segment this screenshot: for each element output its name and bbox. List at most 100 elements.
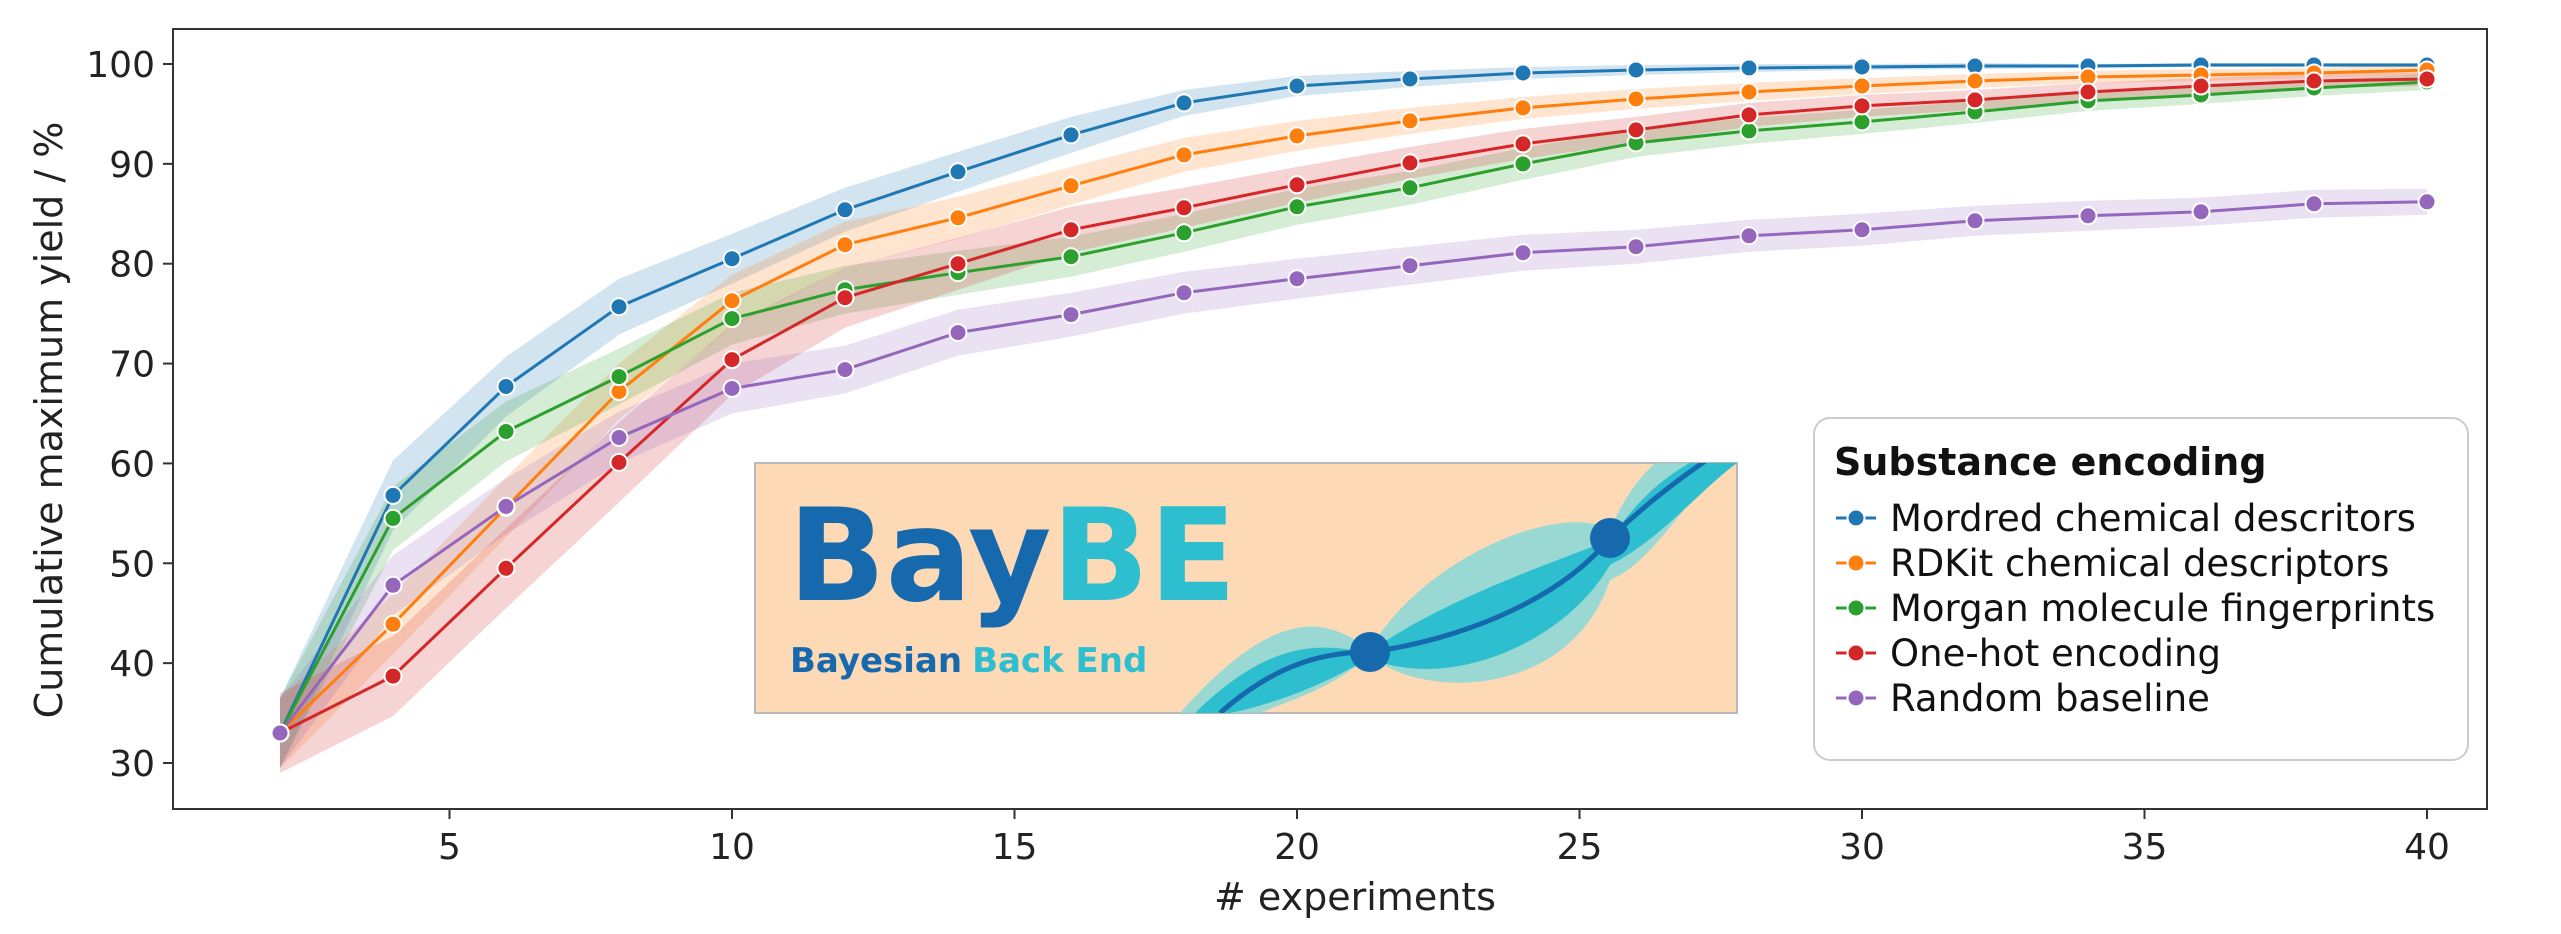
x-axis-label: # experiments bbox=[1214, 875, 1496, 919]
x-axis-ticks: 5 10 15 20 25 30 35 40 bbox=[438, 809, 2450, 868]
point-series-4-7 bbox=[1061, 305, 1081, 325]
line-series-1 bbox=[278, 68, 2428, 735]
legend-marker-1 bbox=[1846, 553, 1866, 573]
point-series-1-7 bbox=[1061, 176, 1081, 196]
legend-box bbox=[1813, 417, 2469, 761]
band-series-0 bbox=[280, 63, 2427, 768]
point-series-4-4 bbox=[722, 379, 742, 398]
logo-graphic bbox=[1180, 463, 1737, 713]
line-series-2 bbox=[278, 80, 2428, 734]
y-tick-label-80: 80 bbox=[109, 245, 155, 286]
legend-label-1: RDKit chemical descriptors bbox=[1890, 542, 2389, 585]
legend-label-4: Random baseline bbox=[1890, 677, 2210, 720]
point-series-1-1 bbox=[383, 614, 403, 634]
point-series-3-17 bbox=[2191, 76, 2211, 96]
y-tick-label-50: 50 bbox=[109, 544, 155, 585]
point-series-3-16 bbox=[2078, 82, 2098, 102]
point-series-0-4 bbox=[722, 249, 742, 269]
point-series-3-10 bbox=[1400, 153, 1420, 173]
point-series-1-14 bbox=[1852, 76, 1872, 96]
y-tick-label-100: 100 bbox=[86, 45, 155, 86]
point-series-3-12 bbox=[1626, 120, 1646, 140]
logo-subtitle-backend: Back End bbox=[972, 641, 1147, 681]
point-series-1-9 bbox=[1287, 126, 1307, 146]
point-series-1-12 bbox=[1626, 89, 1646, 109]
point-series-1-6 bbox=[948, 208, 968, 228]
point-series-4-19 bbox=[2417, 192, 2437, 212]
legend-marker-0 bbox=[1846, 508, 1866, 528]
line-series-0 bbox=[278, 63, 2427, 734]
x-tick-label-5: 5 bbox=[438, 827, 461, 868]
logo-subtitle-bayesian: Bayesian bbox=[790, 641, 962, 681]
point-series-1-15 bbox=[1965, 71, 1985, 91]
point-series-0-14 bbox=[1852, 57, 1872, 77]
line-series-3 bbox=[279, 77, 2428, 735]
point-series-1-10 bbox=[1400, 111, 1420, 131]
point-series-2-9 bbox=[1287, 197, 1307, 217]
point-series-0-8 bbox=[1174, 93, 1194, 113]
logo-node-1 bbox=[1350, 632, 1390, 672]
point-series-4-9 bbox=[1287, 269, 1307, 289]
point-series-3-14 bbox=[1852, 96, 1872, 116]
point-series-4-13 bbox=[1739, 226, 1759, 246]
data-points bbox=[270, 55, 2437, 743]
point-series-2-13 bbox=[1739, 121, 1759, 141]
point-series-3-9 bbox=[1287, 175, 1307, 195]
legend-marker-2 bbox=[1846, 598, 1866, 618]
plot-frame bbox=[172, 28, 2488, 810]
legend-marker-3 bbox=[1846, 643, 1866, 663]
point-series-3-5 bbox=[835, 288, 855, 308]
legend-label-0: Mordred chemical descritors bbox=[1890, 497, 2416, 540]
legend-label-2: Morgan molecule fingerprints bbox=[1890, 587, 2435, 630]
point-series-4-16 bbox=[2078, 206, 2098, 226]
legend: Substance encoding Mordred chemical desc… bbox=[1813, 417, 2469, 761]
point-series-1-4 bbox=[722, 291, 742, 311]
point-series-2-4 bbox=[722, 309, 742, 329]
x-tick-label-30: 30 bbox=[1839, 827, 1885, 868]
point-series-4-18 bbox=[2304, 194, 2324, 214]
legend-marker-4 bbox=[1846, 688, 1866, 708]
x-tick-label-10: 10 bbox=[709, 827, 755, 868]
point-series-4-10 bbox=[1400, 256, 1420, 276]
y-tick-label-90: 90 bbox=[109, 145, 155, 186]
y-tick-label-30: 30 bbox=[109, 744, 155, 785]
point-series-3-7 bbox=[1061, 220, 1081, 240]
point-series-1-13 bbox=[1739, 82, 1759, 102]
logo-title: BayBE bbox=[788, 482, 1236, 631]
point-series-0-13 bbox=[1739, 58, 1759, 78]
logo-curve bbox=[1218, 463, 1707, 713]
y-tick-label-70: 70 bbox=[109, 345, 155, 386]
point-series-2-2 bbox=[496, 422, 516, 441]
point-series-0-5 bbox=[835, 200, 855, 220]
point-series-3-2 bbox=[496, 558, 516, 578]
point-series-4-3 bbox=[609, 428, 629, 447]
point-series-0-2 bbox=[496, 377, 516, 396]
point-series-3-15 bbox=[1965, 90, 1985, 110]
point-series-2-7 bbox=[1061, 247, 1081, 267]
y-tick-label-60: 60 bbox=[109, 444, 155, 485]
point-series-4-0 bbox=[270, 723, 290, 743]
point-series-0-1 bbox=[383, 485, 403, 505]
point-series-3-1 bbox=[383, 666, 403, 686]
logo-subtitle: Bayesian Back End bbox=[790, 641, 1147, 681]
point-series-1-5 bbox=[835, 235, 855, 255]
point-series-3-8 bbox=[1174, 198, 1194, 218]
series-lines bbox=[278, 63, 2428, 735]
logo-title-bay: Bay bbox=[788, 482, 1051, 631]
x-tick-label-20: 20 bbox=[1274, 827, 1320, 868]
point-series-4-15 bbox=[1965, 211, 1985, 231]
point-series-0-3 bbox=[609, 297, 629, 317]
point-series-4-5 bbox=[835, 360, 855, 380]
point-series-0-12 bbox=[1626, 60, 1646, 80]
band-series-2 bbox=[280, 74, 2427, 768]
logo-title-be: BE bbox=[1051, 482, 1236, 631]
point-series-3-3 bbox=[609, 452, 629, 472]
x-tick-label-25: 25 bbox=[1557, 827, 1603, 868]
point-series-1-11 bbox=[1513, 98, 1533, 118]
point-series-0-6 bbox=[948, 162, 968, 182]
point-series-3-4 bbox=[722, 350, 742, 370]
point-series-4-12 bbox=[1626, 237, 1646, 257]
point-series-4-2 bbox=[496, 496, 516, 516]
